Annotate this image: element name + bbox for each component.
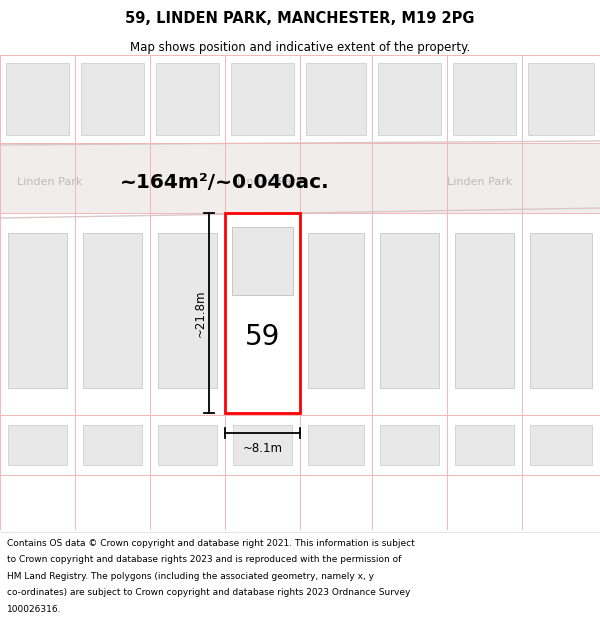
Bar [8, 233, 67, 388]
Bar [6, 63, 69, 135]
Bar [156, 63, 219, 135]
Text: 100026316.: 100026316. [7, 605, 62, 614]
Bar [380, 233, 439, 388]
Bar [225, 213, 300, 413]
Bar [158, 233, 217, 388]
Text: ~8.1m: ~8.1m [242, 442, 283, 456]
Text: Linden Park: Linden Park [448, 177, 512, 187]
Bar [528, 63, 594, 135]
Text: 59: 59 [245, 323, 280, 351]
Text: co-ordinates) are subject to Crown copyright and database rights 2023 Ordnance S: co-ordinates) are subject to Crown copyr… [7, 588, 410, 598]
Bar [81, 63, 144, 135]
Bar [306, 63, 366, 135]
Text: HM Land Registry. The polygons (including the associated geometry, namely x, y: HM Land Registry. The polygons (includin… [7, 572, 374, 581]
Text: ~164m²/~0.040ac.: ~164m²/~0.040ac. [120, 173, 330, 191]
Text: 59, LINDEN PARK, MANCHESTER, M19 2PG: 59, LINDEN PARK, MANCHESTER, M19 2PG [125, 11, 475, 26]
Bar [158, 425, 217, 465]
Bar [8, 425, 67, 465]
Bar [380, 425, 439, 465]
Text: to Crown copyright and database rights 2023 and is reproduced with the permissio: to Crown copyright and database rights 2… [7, 555, 401, 564]
Bar [308, 233, 364, 388]
Bar [308, 425, 364, 465]
Bar [530, 425, 592, 465]
Bar [530, 233, 592, 388]
Bar [232, 227, 293, 295]
Bar [0, 143, 600, 213]
Text: Linden Park: Linden Park [17, 177, 83, 187]
Bar [455, 425, 514, 465]
Text: Map shows position and indicative extent of the property.: Map shows position and indicative extent… [130, 41, 470, 54]
Bar [453, 63, 516, 135]
Bar [378, 63, 441, 135]
Bar [83, 233, 142, 388]
Text: ~21.8m: ~21.8m [193, 289, 206, 337]
Bar [231, 63, 294, 135]
Bar [455, 233, 514, 388]
Text: Contains OS data © Crown copyright and database right 2021. This information is : Contains OS data © Crown copyright and d… [7, 539, 415, 548]
Bar [83, 425, 142, 465]
Bar [233, 425, 292, 465]
Text: Linden Park: Linden Park [238, 177, 302, 187]
